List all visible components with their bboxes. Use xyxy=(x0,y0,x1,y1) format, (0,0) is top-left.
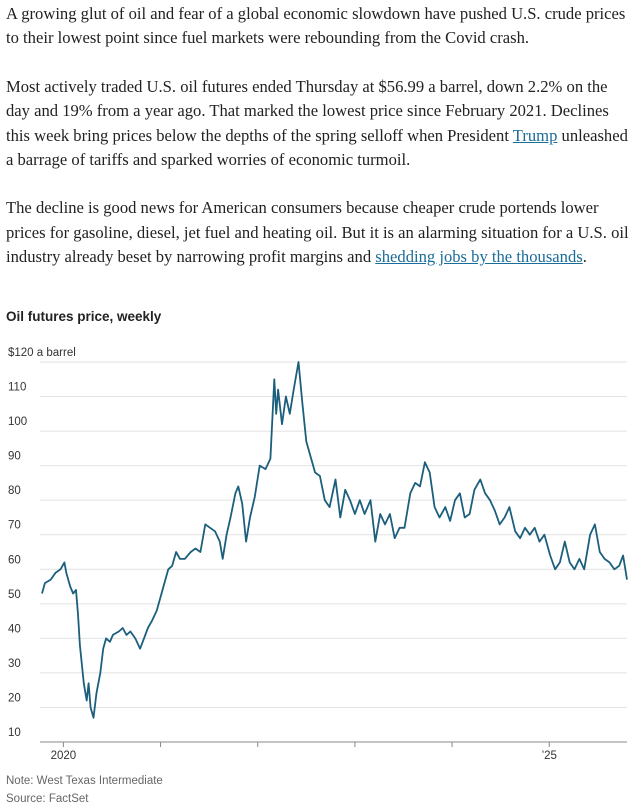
price-line xyxy=(41,361,628,719)
y-tick-label: $120 a barrel xyxy=(8,347,76,359)
y-tick-label: 100 xyxy=(8,416,27,428)
paragraph: A growing glut of oil and fear of a glob… xyxy=(6,2,634,51)
text: . xyxy=(582,247,587,267)
text: A growing glut of oil and fear of a glob… xyxy=(6,4,626,48)
text: The decline is good news for American co… xyxy=(6,198,629,267)
y-tick-label: 60 xyxy=(8,554,21,566)
x-tick-label: 2020 xyxy=(51,750,77,762)
paragraph: Most actively traded U.S. oil futures en… xyxy=(6,75,634,173)
text: Most actively traded U.S. oil futures en… xyxy=(6,76,609,145)
article: A growing glut of oil and fear of a glob… xyxy=(6,2,634,294)
y-tick-label: 40 xyxy=(8,623,21,635)
paragraph: The decline is good news for American co… xyxy=(6,196,634,269)
chart-source: Source: FactSet xyxy=(6,793,89,805)
y-tick-label: 30 xyxy=(8,658,21,670)
y-tick-label: 80 xyxy=(8,485,21,497)
y-tick-label: 50 xyxy=(8,589,21,601)
link[interactable]: Trump xyxy=(512,125,558,145)
x-tick-label: ’25 xyxy=(542,750,557,762)
chart-title: Oil futures price, weekly xyxy=(6,309,162,324)
y-tick-label: 90 xyxy=(8,451,21,463)
text: unleashed a barrage of tariffs and spark… xyxy=(6,125,628,170)
y-tick-label: 110 xyxy=(8,382,26,394)
chart: 10 20 30 40 50 60 70 80 90 100 110 $120 a barrel 202… xyxy=(8,347,628,762)
chart-note: Note: West Texas Intermediate xyxy=(6,775,163,787)
y-tick-label: 20 xyxy=(8,692,21,704)
y-tick-label: 70 xyxy=(8,520,21,532)
y-tick-label: 10 xyxy=(8,727,21,739)
link[interactable]: shedding jobs by the thousands xyxy=(375,247,583,267)
